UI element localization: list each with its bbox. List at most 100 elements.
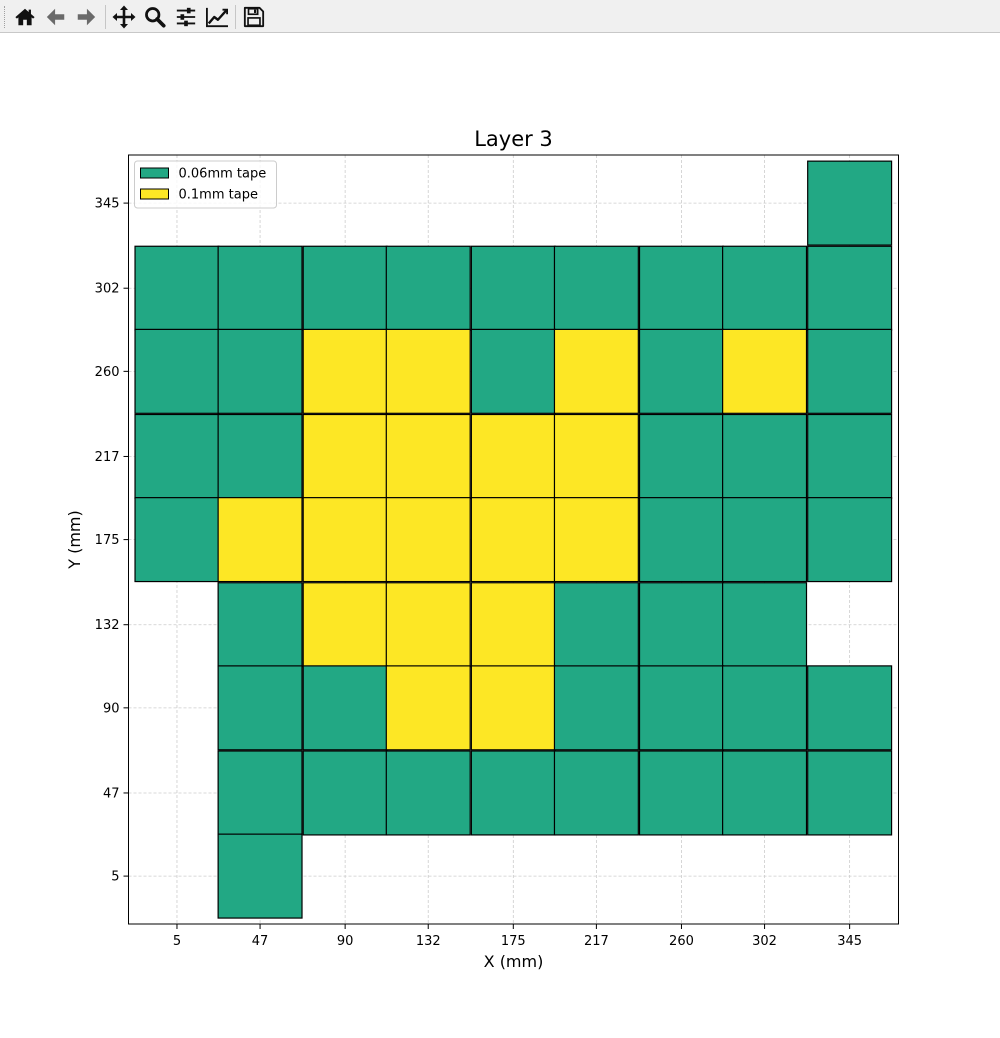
back-button[interactable] bbox=[42, 3, 70, 31]
y-tick-label: 47 bbox=[103, 786, 120, 801]
tile-01mm-tape bbox=[385, 582, 471, 668]
tile-01mm-tape bbox=[217, 497, 303, 583]
tile-006mm-tape bbox=[217, 833, 303, 919]
tile-01mm-tape bbox=[385, 328, 471, 414]
tile-006mm-tape bbox=[722, 413, 808, 500]
tile-006mm-tape bbox=[470, 245, 556, 331]
tile-01mm-tape bbox=[470, 582, 556, 668]
figure-canvas: 5 47 90 132 175 217 260 302 345 5 47 90 132 175 217 26… bbox=[0, 34, 1000, 1034]
toolbar-grip bbox=[4, 6, 7, 28]
toolbar bbox=[0, 0, 1000, 33]
x-tick-label: 47 bbox=[252, 934, 269, 949]
tile-006mm-tape bbox=[638, 245, 725, 331]
tile-01mm-tape bbox=[302, 413, 388, 500]
tile-006mm-tape bbox=[553, 245, 639, 331]
arrow-right-icon bbox=[77, 8, 96, 26]
y-tick-label: 5 bbox=[111, 870, 119, 885]
sliders-icon bbox=[176, 7, 196, 27]
x-tick-label: 175 bbox=[501, 934, 526, 949]
arrow-left-icon bbox=[46, 8, 65, 26]
tile-01mm-tape bbox=[722, 328, 808, 414]
tile-01mm-tape bbox=[470, 413, 556, 500]
legend-swatch-006mm bbox=[140, 167, 169, 179]
edit-axes-button[interactable] bbox=[203, 3, 231, 31]
tiles bbox=[134, 160, 893, 919]
tile-006mm-tape bbox=[807, 413, 893, 500]
legend-box bbox=[134, 160, 277, 209]
x-tick-label: 302 bbox=[752, 934, 777, 949]
legend-swatch-01mm bbox=[140, 188, 169, 200]
y-tick-label: 175 bbox=[95, 533, 120, 548]
trend-chart-icon bbox=[206, 7, 228, 28]
legend[interactable]: 0.06mm tape 0.1mm tape bbox=[134, 160, 277, 209]
tile-006mm-tape bbox=[638, 750, 725, 836]
tile-006mm-tape bbox=[217, 582, 303, 668]
x-tick-label: 132 bbox=[416, 934, 441, 949]
tile-006mm-tape bbox=[638, 328, 725, 414]
tile-01mm-tape bbox=[302, 582, 388, 668]
save-button[interactable] bbox=[240, 3, 268, 31]
tile-006mm-tape bbox=[217, 245, 303, 331]
tile-01mm-tape bbox=[302, 328, 388, 414]
x-tick-label: 217 bbox=[584, 934, 609, 949]
pan-button[interactable] bbox=[110, 3, 138, 31]
tile-01mm-tape bbox=[470, 497, 556, 583]
magnifier-icon bbox=[145, 7, 166, 28]
tile-01mm-tape bbox=[553, 328, 639, 414]
tile-006mm-tape bbox=[553, 582, 639, 668]
y-tick-label: 132 bbox=[95, 618, 120, 633]
tile-006mm-tape bbox=[470, 750, 556, 836]
tile-006mm-tape bbox=[302, 245, 388, 331]
tile-01mm-tape bbox=[553, 413, 639, 500]
tile-006mm-tape bbox=[553, 665, 639, 751]
tile-006mm-tape bbox=[385, 750, 471, 836]
tile-006mm-tape bbox=[807, 328, 893, 414]
tile-006mm-tape bbox=[134, 497, 220, 583]
floppy-disk-icon bbox=[243, 6, 265, 28]
tile-006mm-tape bbox=[134, 413, 220, 500]
tile-006mm-tape bbox=[807, 160, 893, 246]
tile-006mm-tape bbox=[638, 665, 725, 751]
y-axis-label: Y (mm) bbox=[65, 510, 84, 570]
tile-01mm-tape bbox=[385, 665, 471, 751]
tile-006mm-tape bbox=[217, 413, 303, 500]
tile-01mm-tape bbox=[302, 497, 388, 583]
tile-01mm-tape bbox=[470, 665, 556, 751]
tile-006mm-tape bbox=[638, 413, 725, 500]
move-icon bbox=[112, 5, 136, 29]
tile-006mm-tape bbox=[217, 328, 303, 414]
y-axis-ticks: 5 47 90 132 175 217 260 302 345 bbox=[95, 197, 129, 885]
chart: 5 47 90 132 175 217 260 302 345 5 47 90 132 175 217 26… bbox=[65, 127, 899, 971]
tile-006mm-tape bbox=[553, 750, 639, 836]
tile-006mm-tape bbox=[807, 750, 893, 836]
tile-006mm-tape bbox=[302, 665, 388, 751]
forward-button[interactable] bbox=[72, 3, 100, 31]
x-tick-label: 345 bbox=[837, 934, 862, 949]
home-button[interactable] bbox=[11, 3, 39, 31]
y-tick-label: 260 bbox=[95, 365, 120, 380]
x-tick-label: 90 bbox=[337, 934, 354, 949]
tile-006mm-tape bbox=[722, 582, 808, 668]
tile-006mm-tape bbox=[807, 245, 893, 331]
x-tick-label: 260 bbox=[669, 934, 694, 949]
toolbar-separator bbox=[235, 5, 236, 29]
tile-006mm-tape bbox=[134, 328, 220, 414]
x-axis-label: X (mm) bbox=[484, 952, 544, 971]
y-tick-label: 345 bbox=[95, 197, 120, 212]
y-tick-label: 302 bbox=[95, 282, 120, 297]
tile-006mm-tape bbox=[722, 497, 808, 583]
tile-01mm-tape bbox=[385, 413, 471, 500]
tile-006mm-tape bbox=[722, 245, 808, 331]
tile-006mm-tape bbox=[217, 665, 303, 751]
tile-006mm-tape bbox=[722, 665, 808, 751]
toolbar-separator bbox=[105, 5, 106, 29]
x-axis-ticks: 5 47 90 132 175 217 260 302 345 bbox=[173, 924, 862, 949]
tile-006mm-tape bbox=[722, 750, 808, 836]
configure-subplots-button[interactable] bbox=[172, 3, 200, 31]
tile-006mm-tape bbox=[134, 245, 220, 331]
legend-label-006mm: 0.06mm tape bbox=[179, 167, 267, 182]
tile-006mm-tape bbox=[302, 750, 388, 836]
chart-title: Layer 3 bbox=[474, 127, 553, 151]
zoom-button[interactable] bbox=[141, 3, 169, 31]
tile-006mm-tape bbox=[638, 497, 725, 583]
